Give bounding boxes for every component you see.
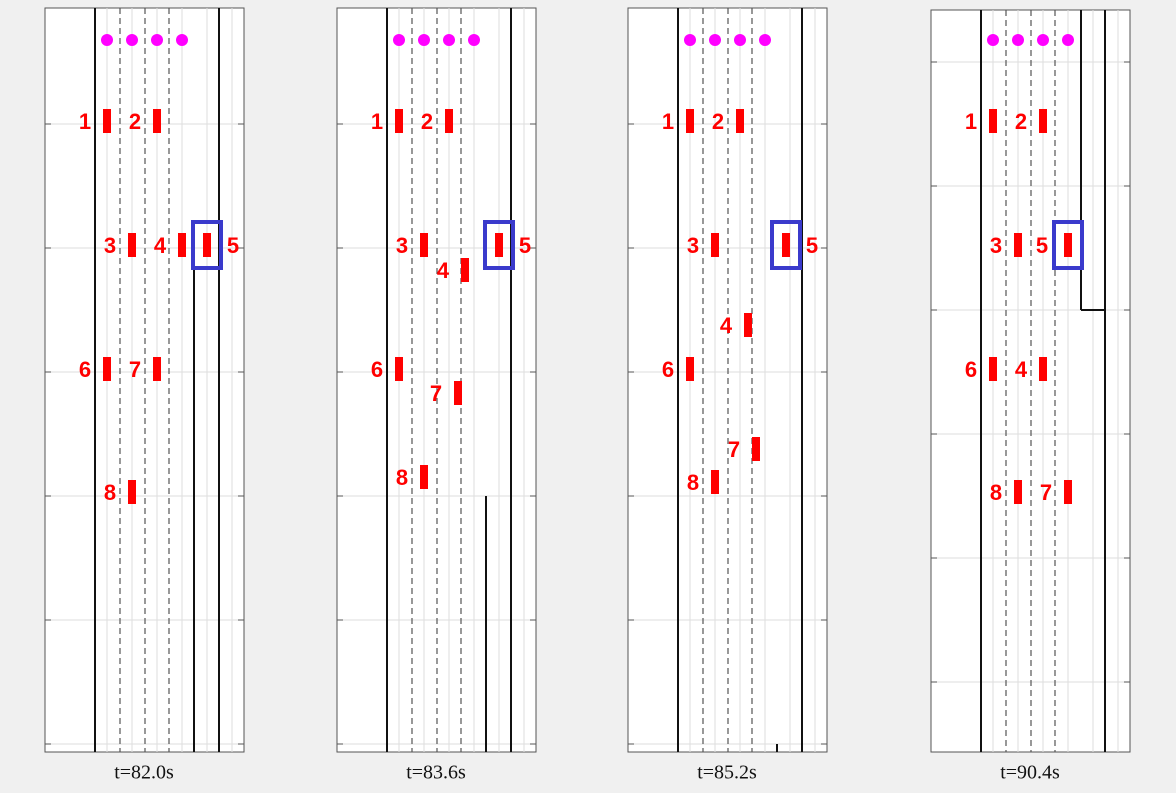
vehicle bbox=[989, 109, 997, 133]
vehicle-label: 3 bbox=[396, 233, 408, 258]
signal-dot bbox=[1012, 34, 1024, 46]
target-box bbox=[770, 220, 802, 270]
vehicle-label: 6 bbox=[965, 357, 977, 382]
vehicle bbox=[153, 357, 161, 381]
vehicle-label: 7 bbox=[430, 381, 442, 406]
signal-dot bbox=[1037, 34, 1049, 46]
vehicle bbox=[782, 233, 790, 257]
vehicle-label: 4 bbox=[437, 258, 450, 283]
signal-dot bbox=[709, 34, 721, 46]
target-box bbox=[483, 220, 515, 270]
vehicle bbox=[103, 357, 111, 381]
vehicle-label: 2 bbox=[1015, 109, 1027, 134]
vehicle-label: 5 bbox=[227, 233, 239, 258]
signal-dot bbox=[418, 34, 430, 46]
vehicle bbox=[153, 109, 161, 133]
vehicle bbox=[1064, 480, 1072, 504]
signal-dot bbox=[443, 34, 455, 46]
vehicle bbox=[736, 109, 744, 133]
vehicle bbox=[395, 109, 403, 133]
vehicle-label: 1 bbox=[371, 109, 383, 134]
vehicle-label: 8 bbox=[104, 480, 116, 505]
vehicle-label: 4 bbox=[1015, 357, 1028, 382]
caption: t=82.0s bbox=[114, 762, 174, 784]
vehicle bbox=[1014, 233, 1022, 257]
vehicle bbox=[744, 313, 752, 337]
vehicle-label: 7 bbox=[1040, 480, 1052, 505]
vehicle-label: 3 bbox=[687, 233, 699, 258]
vehicle-label: 5 bbox=[1036, 233, 1048, 258]
vehicle-label: 4 bbox=[154, 233, 167, 258]
signal-dot bbox=[987, 34, 999, 46]
signal-dot bbox=[468, 34, 480, 46]
vehicle-label: 1 bbox=[79, 109, 91, 134]
signal-dot bbox=[759, 34, 771, 46]
vehicle-label: 7 bbox=[728, 437, 740, 462]
signal-dot bbox=[1062, 34, 1074, 46]
vehicle bbox=[752, 437, 760, 461]
vehicle-label: 5 bbox=[806, 233, 818, 258]
vehicle-label: 6 bbox=[662, 357, 674, 382]
signal-dot bbox=[176, 34, 188, 46]
vehicle bbox=[128, 233, 136, 257]
vehicle-label: 2 bbox=[129, 109, 141, 134]
vehicle-label: 8 bbox=[990, 480, 1002, 505]
vehicle bbox=[1064, 233, 1072, 257]
vehicle bbox=[495, 233, 503, 257]
caption: t=90.4s bbox=[1000, 762, 1060, 784]
signal-dot bbox=[684, 34, 696, 46]
vehicle bbox=[128, 480, 136, 504]
vehicle bbox=[420, 465, 428, 489]
signal-dot bbox=[126, 34, 138, 46]
vehicle bbox=[420, 233, 428, 257]
vehicle-label: 8 bbox=[396, 465, 408, 490]
vehicle bbox=[989, 357, 997, 381]
vehicle bbox=[454, 381, 462, 405]
vehicle bbox=[461, 258, 469, 282]
vehicle bbox=[686, 109, 694, 133]
vehicle-label: 1 bbox=[965, 109, 977, 134]
target-box bbox=[1052, 220, 1084, 270]
vehicle bbox=[1014, 480, 1022, 504]
target-box bbox=[191, 220, 223, 270]
signal-dot bbox=[734, 34, 746, 46]
vehicle bbox=[395, 357, 403, 381]
caption: t=83.6s bbox=[406, 762, 466, 784]
vehicle-label: 8 bbox=[687, 470, 699, 495]
vehicle bbox=[1039, 357, 1047, 381]
vehicle bbox=[1039, 109, 1047, 133]
vehicle-label: 5 bbox=[519, 233, 531, 258]
vehicle-label: 6 bbox=[79, 357, 91, 382]
vehicle-label: 6 bbox=[371, 357, 383, 382]
vehicle bbox=[711, 470, 719, 494]
vehicle bbox=[103, 109, 111, 133]
vehicle-label: 1 bbox=[662, 109, 674, 134]
vehicle bbox=[711, 233, 719, 257]
signal-dot bbox=[393, 34, 405, 46]
vehicle bbox=[203, 233, 211, 257]
vehicle-label: 3 bbox=[104, 233, 116, 258]
vehicle bbox=[178, 233, 186, 257]
vehicle-label: 4 bbox=[720, 313, 733, 338]
vehicle-label: 7 bbox=[129, 357, 141, 382]
vehicle-label: 3 bbox=[990, 233, 1002, 258]
vehicle bbox=[445, 109, 453, 133]
vehicle-label: 2 bbox=[712, 109, 724, 134]
signal-dot bbox=[151, 34, 163, 46]
vehicle-label: 2 bbox=[421, 109, 433, 134]
caption: t=85.2s bbox=[697, 762, 757, 784]
vehicle bbox=[686, 357, 694, 381]
signal-dot bbox=[101, 34, 113, 46]
